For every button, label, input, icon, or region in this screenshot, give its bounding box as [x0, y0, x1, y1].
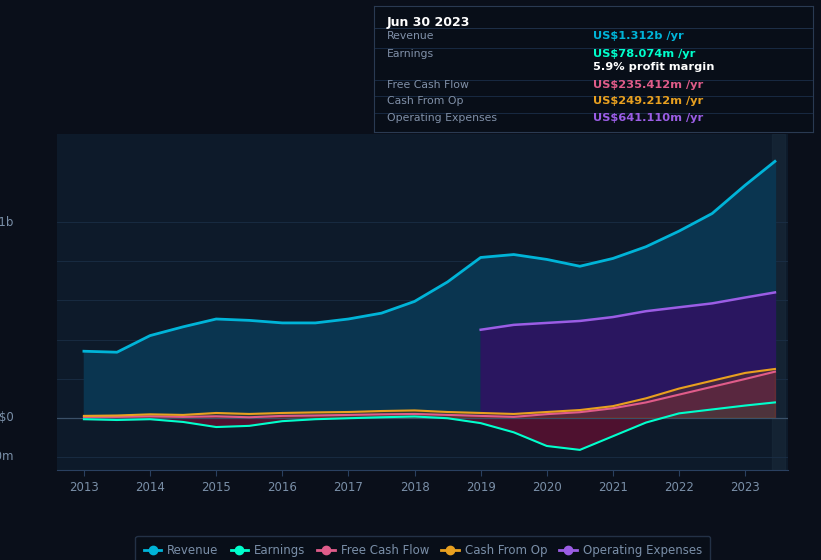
Text: -US$200m: -US$200m	[0, 450, 14, 463]
Bar	[772, 134, 785, 470]
Text: US$249.212m /yr: US$249.212m /yr	[594, 96, 704, 106]
Text: Operating Expenses: Operating Expenses	[387, 113, 497, 123]
Text: Free Cash Flow: Free Cash Flow	[387, 80, 469, 90]
Text: Jun 30 2023: Jun 30 2023	[387, 16, 470, 29]
Text: Revenue: Revenue	[387, 31, 434, 41]
Text: Cash From Op: Cash From Op	[387, 96, 463, 106]
Text: US$235.412m /yr: US$235.412m /yr	[594, 80, 704, 90]
Text: US$1b: US$1b	[0, 216, 14, 229]
Text: US$1.312b /yr: US$1.312b /yr	[594, 31, 684, 41]
Text: 5.9% profit margin: 5.9% profit margin	[594, 62, 714, 72]
Text: US$0: US$0	[0, 411, 14, 424]
Text: Earnings: Earnings	[387, 49, 433, 59]
Legend: Revenue, Earnings, Free Cash Flow, Cash From Op, Operating Expenses: Revenue, Earnings, Free Cash Flow, Cash …	[135, 536, 710, 560]
Text: US$78.074m /yr: US$78.074m /yr	[594, 49, 695, 59]
Text: US$641.110m /yr: US$641.110m /yr	[594, 113, 704, 123]
